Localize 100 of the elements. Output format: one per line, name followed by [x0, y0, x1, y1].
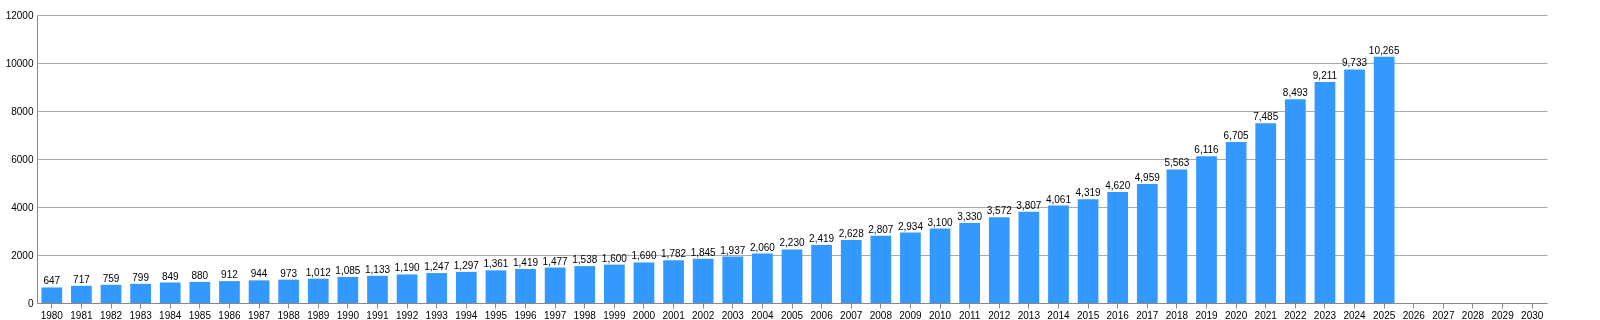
x-tick-label: 2025: [1373, 309, 1396, 320]
data-label: 9,733: [1342, 57, 1368, 69]
data-label: 1,133: [364, 263, 391, 275]
x-tick-label: 1994: [455, 309, 478, 320]
data-label: 2,934: [897, 220, 924, 232]
bar: [1166, 169, 1188, 303]
data-label: 2,419: [809, 232, 835, 244]
data-label: 6,116: [1194, 144, 1220, 156]
bar: [485, 270, 507, 303]
bar: [159, 282, 181, 303]
bar: [100, 284, 122, 303]
bar: [219, 281, 240, 303]
x-tick-label: 2013: [1017, 309, 1041, 320]
bar: [1048, 205, 1069, 303]
data-label: 1,477: [542, 255, 569, 267]
y-tick-label: 8000: [11, 105, 34, 117]
x-tick-label: 2014: [1047, 309, 1071, 320]
x-tick-label: 2017: [1136, 309, 1159, 320]
data-label: 9,211: [1312, 69, 1338, 81]
x-tick-label: 1998: [573, 309, 597, 320]
data-label: 973: [280, 267, 298, 279]
bar: [752, 253, 773, 303]
x-tick-label: 2018: [1165, 309, 1189, 320]
x-tick-label: 2001: [662, 309, 686, 320]
bar: [811, 244, 832, 303]
bar: [426, 273, 448, 303]
bar: [515, 268, 536, 303]
data-label: 4,061: [1045, 193, 1072, 205]
bar: [337, 276, 359, 303]
data-label: 1,538: [572, 254, 598, 266]
x-tick-label: 1991: [366, 309, 390, 320]
bar: [1136, 183, 1158, 303]
bar: [959, 223, 981, 303]
x-tick-label: 2024: [1343, 309, 1367, 320]
bar: [248, 280, 270, 303]
data-label: 3,330: [957, 211, 983, 223]
data-label: 8,493: [1282, 87, 1309, 99]
data-label: 1,845: [690, 246, 717, 258]
data-label: 717: [73, 273, 91, 285]
bar: [781, 249, 803, 303]
data-label: 1,600: [601, 252, 628, 264]
data-label: 647: [43, 275, 61, 287]
bar: [1107, 192, 1129, 303]
data-label: 3,100: [927, 216, 953, 228]
bar: [1344, 69, 1365, 303]
bar: [722, 256, 744, 303]
data-label: 1,190: [394, 262, 421, 274]
bar: [455, 271, 477, 303]
data-label: 944: [250, 268, 268, 280]
data-label: 6,705: [1223, 130, 1250, 142]
bar: [367, 275, 388, 303]
data-label: 1,690: [631, 250, 657, 262]
x-tick-label: 1993: [425, 309, 449, 320]
x-tick-label: 1982: [99, 309, 123, 320]
x-tick-label: 2007: [840, 309, 863, 320]
x-tick-label: 2016: [1106, 309, 1130, 320]
x-tick-label: 1983: [129, 309, 153, 320]
data-label: 1,085: [335, 264, 361, 276]
data-label: 799: [132, 271, 150, 283]
x-tick-label: 2026: [1402, 309, 1426, 320]
data-label: 3,572: [986, 205, 1013, 217]
bar: [1196, 156, 1217, 303]
data-label: 2,060: [749, 241, 776, 253]
x-tick-label: 1996: [514, 309, 538, 320]
x-tick-label: 1997: [544, 309, 567, 320]
bar: [1284, 99, 1306, 303]
x-tick-label: 1987: [247, 309, 271, 320]
data-label: 1,297: [453, 259, 480, 271]
x-tick-label: 2011: [958, 309, 981, 320]
data-label: 1,247: [424, 261, 450, 273]
data-label: 10,265: [1368, 44, 1400, 56]
x-tick-label: 1986: [218, 309, 242, 320]
x-tick-label: 1985: [188, 309, 212, 320]
x-tick-label: 1992: [395, 309, 419, 320]
bar: [1018, 211, 1040, 303]
y-tick-label: 12000: [5, 9, 34, 21]
x-tick-label: 2005: [780, 309, 804, 320]
y-tick-label: 6000: [11, 153, 34, 165]
bar: [692, 258, 714, 303]
data-label: 4,620: [1105, 180, 1131, 192]
x-tick-label: 1995: [484, 309, 508, 320]
x-tick-label: 2004: [751, 309, 774, 320]
x-tick-label: 2000: [632, 309, 656, 320]
bar: [544, 267, 566, 303]
data-label: 912: [221, 269, 239, 281]
bar: [633, 262, 655, 303]
y-tick-label: 4000: [11, 201, 34, 213]
x-tick-label: 2006: [810, 309, 834, 320]
bar: [278, 279, 300, 303]
bar: [1314, 81, 1336, 303]
x-tick-label: 2003: [721, 309, 745, 320]
x-tick-label: 1990: [336, 309, 360, 320]
x-tick-label: 1989: [307, 309, 330, 320]
x-tick-label: 2002: [692, 309, 715, 320]
x-tick-label: 2023: [1313, 309, 1337, 320]
x-tick-label: 2015: [1076, 309, 1100, 320]
x-tick-label: 1981: [70, 309, 93, 320]
data-label: 5,563: [1164, 157, 1190, 169]
data-label: 1,782: [661, 248, 687, 260]
x-tick-label: 2021: [1254, 309, 1278, 320]
